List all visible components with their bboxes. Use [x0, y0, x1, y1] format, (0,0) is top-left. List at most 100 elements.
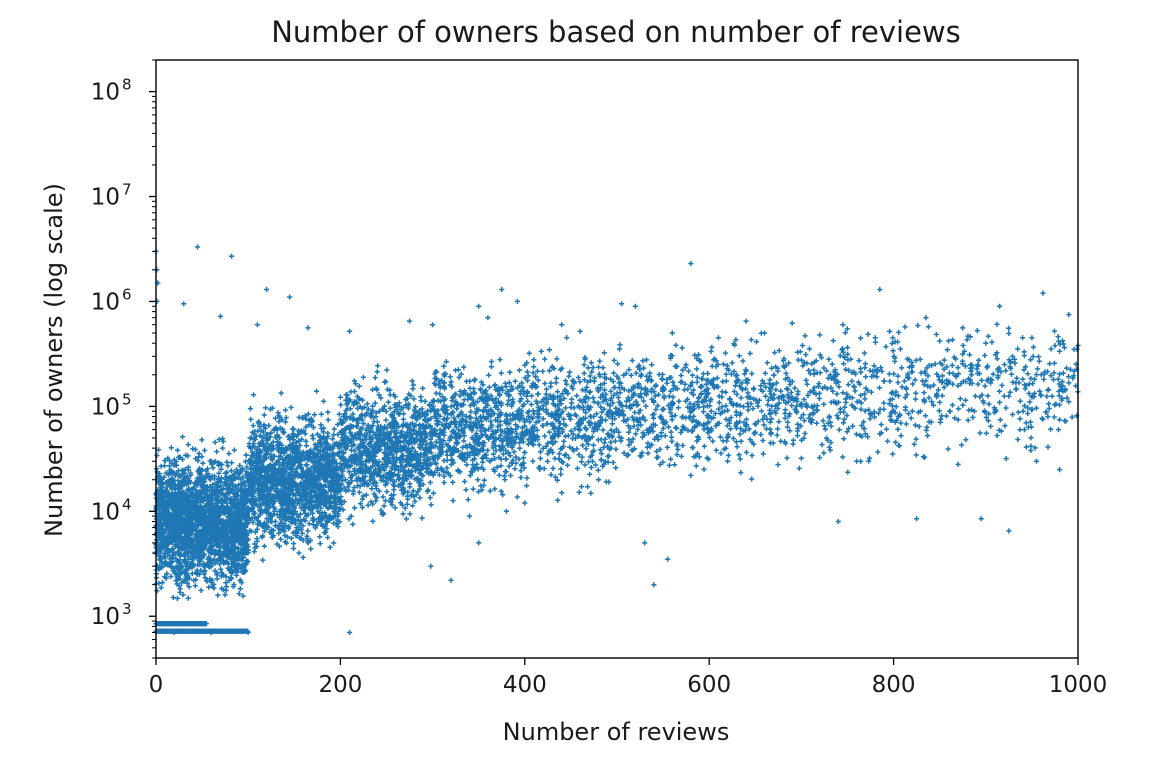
data-point: [235, 566, 241, 572]
data-point: [209, 461, 215, 467]
data-point: [215, 460, 221, 466]
data-point: [228, 568, 234, 574]
data-point: [224, 481, 230, 487]
data-point: [161, 509, 167, 515]
data-point: [223, 491, 229, 497]
data-point: [211, 585, 217, 591]
data-point: [190, 492, 196, 498]
data-point: [223, 587, 229, 593]
data-point: [198, 567, 204, 573]
data-point: [240, 540, 247, 546]
data-point: [191, 484, 197, 490]
data-point: [191, 556, 197, 562]
data-point: [177, 454, 183, 460]
data-point: [225, 478, 231, 484]
data-point: [212, 550, 218, 556]
data-point: [209, 495, 215, 501]
data-point: [208, 563, 214, 570]
data-point: [224, 559, 230, 565]
data-point: [202, 575, 208, 581]
data-point: [168, 573, 174, 580]
data-point: [206, 584, 212, 590]
data-point: [199, 437, 205, 443]
data-point: [162, 574, 168, 580]
data-point: [237, 541, 243, 547]
data-point: [177, 480, 183, 486]
data-point: [187, 479, 194, 486]
data-point: [223, 525, 229, 531]
data-point: [235, 508, 241, 514]
data-point: [223, 574, 229, 580]
data-point: [163, 523, 169, 530]
data-point: [222, 470, 228, 476]
data-point: [179, 434, 186, 440]
data-point: [163, 561, 169, 567]
data-point: [221, 536, 227, 542]
data-point: [169, 486, 175, 492]
data-point: [160, 513, 166, 519]
data-point: [195, 458, 201, 464]
chart-title: Number of owners based on number of revi…: [271, 15, 961, 49]
data-point: [172, 462, 178, 468]
data-point: [207, 484, 213, 490]
data-point: [213, 480, 219, 486]
data-point: [162, 516, 168, 522]
data-point: [161, 474, 167, 480]
data-point: [227, 496, 233, 502]
data-point: [216, 470, 222, 476]
data-point: [244, 532, 250, 538]
data-point: [168, 445, 174, 451]
data-point: [164, 571, 170, 577]
data-point: [213, 496, 219, 502]
data-point: [219, 586, 225, 592]
data-point: [172, 526, 178, 532]
data-point: [234, 551, 241, 557]
data-point: [166, 463, 173, 469]
data-point: [159, 498, 165, 504]
data-point: [207, 576, 213, 582]
data-point: [188, 472, 194, 478]
data-point: [199, 467, 205, 473]
data-point: [189, 571, 195, 577]
data-point: [218, 483, 224, 489]
data-point: [182, 533, 188, 539]
data-point: [204, 535, 211, 541]
data-point: [184, 487, 190, 493]
data-point: [170, 552, 176, 558]
data-point: [195, 522, 201, 528]
data-point: [190, 446, 196, 452]
data-point: [228, 530, 234, 536]
data-point: [173, 528, 179, 535]
data-point: [215, 548, 221, 554]
data-point: [238, 481, 244, 487]
data-point: [236, 556, 242, 562]
data-point: [185, 453, 191, 459]
data-point: [240, 521, 246, 527]
data-point: [185, 480, 191, 486]
data-point: [231, 447, 237, 453]
data-point: [229, 521, 235, 527]
data-point: [162, 490, 168, 496]
data-point: [204, 473, 210, 479]
data-point: [166, 540, 172, 546]
data-point: [192, 505, 198, 512]
data-point: [209, 508, 215, 514]
data-point: [225, 535, 231, 541]
data-point: [230, 498, 236, 504]
data-point: [172, 544, 178, 550]
data-point: [174, 595, 180, 601]
data-point: [169, 546, 175, 552]
data-point: [186, 538, 192, 544]
data-point: [244, 464, 250, 470]
data-point: [230, 487, 236, 493]
data-point: [200, 460, 206, 466]
data-point: [167, 483, 174, 490]
data-point: [195, 562, 201, 568]
data-point: [154, 452, 160, 459]
data-point: [158, 463, 164, 469]
data-point: [182, 537, 189, 543]
data-point: [225, 463, 231, 469]
data-point: [202, 494, 209, 500]
data-point: [218, 519, 224, 525]
